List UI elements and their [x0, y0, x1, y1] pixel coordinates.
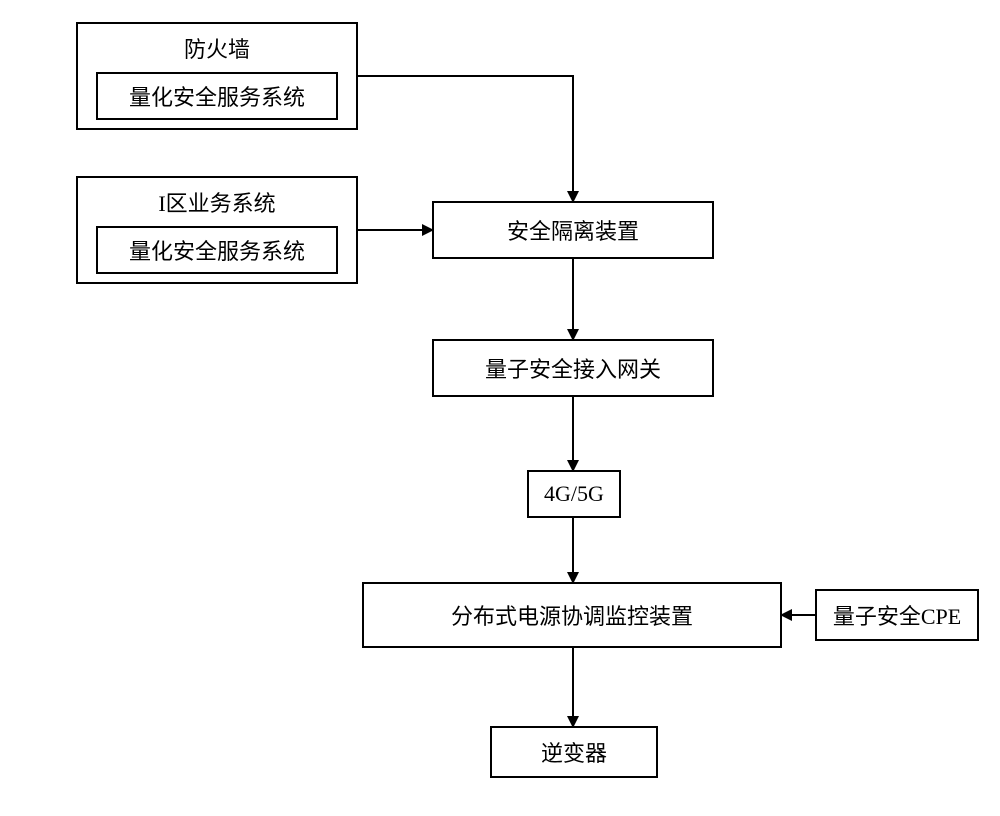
node-firewall_outer: 防火墙量化安全服务系统 — [76, 22, 358, 130]
node-zone1_outer-sub: 量化安全服务系统 — [96, 226, 338, 274]
node-zone1_outer: I区业务系统量化安全服务系统 — [76, 176, 358, 284]
node-inverter: 逆变器 — [490, 726, 658, 778]
node-zone1_outer-title: I区业务系统 — [78, 178, 356, 226]
node-firewall_outer-sub: 量化安全服务系统 — [96, 72, 338, 120]
node-monitor: 分布式电源协调监控装置 — [362, 582, 782, 648]
node-net: 4G/5G — [527, 470, 621, 518]
diagram-canvas: 防火墙量化安全服务系统I区业务系统量化安全服务系统安全隔离装置量子安全接入网关4… — [0, 0, 1000, 816]
node-cpe: 量子安全CPE — [815, 589, 979, 641]
node-firewall_outer-title: 防火墙 — [78, 24, 356, 72]
node-gateway: 量子安全接入网关 — [432, 339, 714, 397]
node-isolation: 安全隔离装置 — [432, 201, 714, 259]
edge-firewall_outer-to-isolation — [358, 76, 573, 201]
